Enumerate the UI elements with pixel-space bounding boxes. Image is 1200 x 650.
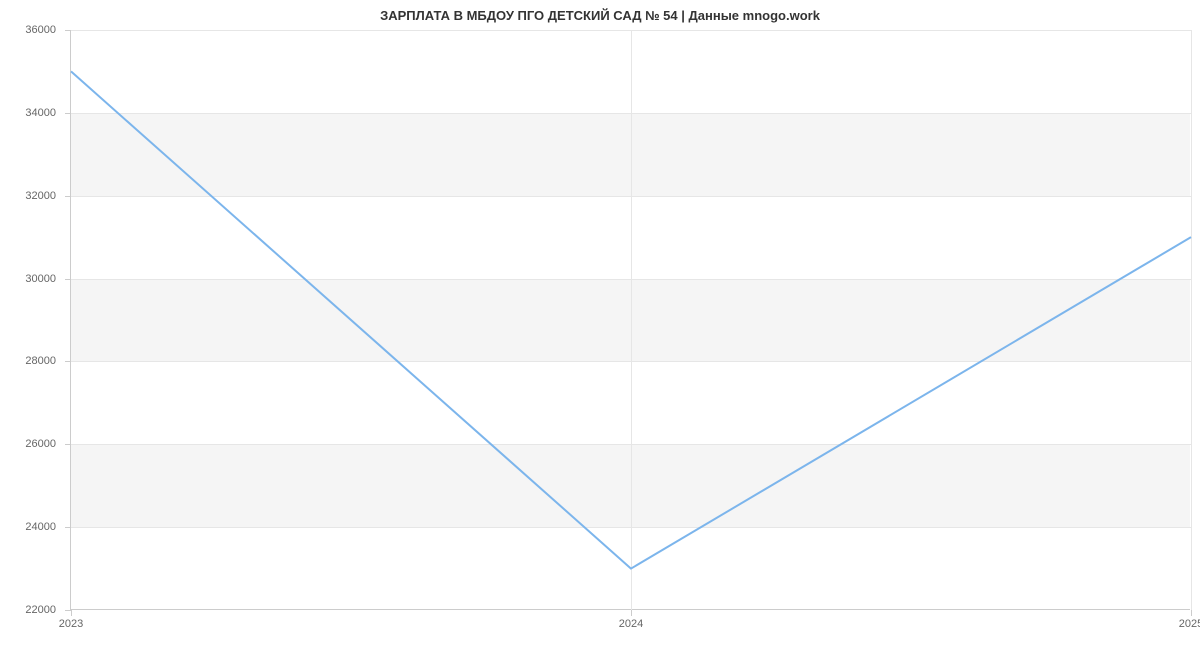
x-tick <box>1191 610 1192 616</box>
x-tick <box>71 610 72 616</box>
x-axis-label: 2023 <box>59 618 83 630</box>
plot-area: 2200024000260002800030000320003400036000… <box>70 30 1190 610</box>
series-line-salary <box>71 71 1191 568</box>
y-axis-label: 28000 <box>25 355 56 367</box>
chart-title: ЗАРПЛАТА В МБДОУ ПГО ДЕТСКИЙ САД № 54 | … <box>0 8 1200 23</box>
x-tick <box>631 610 632 616</box>
y-axis-label: 30000 <box>25 273 56 285</box>
y-axis-label: 24000 <box>25 521 56 533</box>
y-axis-label: 26000 <box>25 438 56 450</box>
series-layer <box>71 30 1191 610</box>
x-axis-label: 2025 <box>1179 618 1200 630</box>
y-axis-label: 36000 <box>25 24 56 36</box>
x-gridline <box>1191 30 1192 610</box>
y-axis-label: 34000 <box>25 107 56 119</box>
y-axis-label: 32000 <box>25 190 56 202</box>
chart-container: ЗАРПЛАТА В МБДОУ ПГО ДЕТСКИЙ САД № 54 | … <box>0 0 1200 650</box>
x-axis-label: 2024 <box>619 618 643 630</box>
y-axis-label: 22000 <box>25 604 56 616</box>
